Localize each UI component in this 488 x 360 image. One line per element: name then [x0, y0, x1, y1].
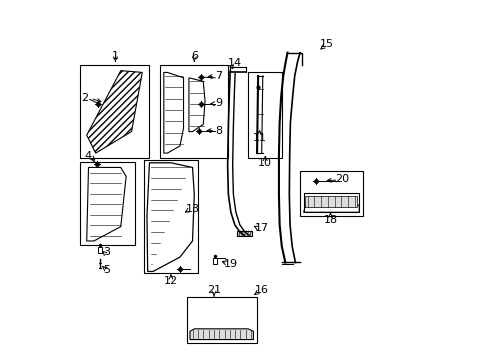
Text: 16: 16	[254, 285, 268, 296]
Text: 14: 14	[227, 58, 242, 68]
Polygon shape	[305, 196, 357, 207]
Bar	[98, 247, 102, 253]
Text: 13: 13	[185, 204, 200, 215]
Bar	[144, 160, 198, 273]
Text: 18: 18	[323, 215, 337, 225]
Text: 1: 1	[112, 51, 119, 61]
Bar	[247, 72, 282, 158]
Text: 7: 7	[215, 71, 222, 81]
Bar	[300, 171, 362, 216]
Text: 20: 20	[335, 174, 349, 184]
Bar	[80, 162, 135, 244]
Bar	[212, 258, 217, 264]
Polygon shape	[237, 231, 251, 235]
Bar	[187, 297, 257, 343]
Text: 11: 11	[252, 133, 266, 143]
Text: 21: 21	[206, 285, 221, 296]
Text: 10: 10	[258, 158, 272, 168]
Text: 6: 6	[190, 51, 197, 61]
Polygon shape	[190, 329, 253, 339]
Text: 9: 9	[215, 98, 222, 108]
Text: 17: 17	[254, 223, 268, 233]
Text: 12: 12	[163, 276, 178, 286]
Text: 2: 2	[81, 93, 88, 103]
Text: 19: 19	[224, 259, 238, 269]
Text: 8: 8	[215, 126, 222, 135]
Bar	[160, 65, 228, 158]
Text: 3: 3	[103, 247, 110, 257]
Text: 15: 15	[319, 39, 333, 49]
Text: 5: 5	[103, 265, 110, 275]
Text: 4: 4	[84, 150, 91, 161]
Bar	[80, 65, 149, 158]
